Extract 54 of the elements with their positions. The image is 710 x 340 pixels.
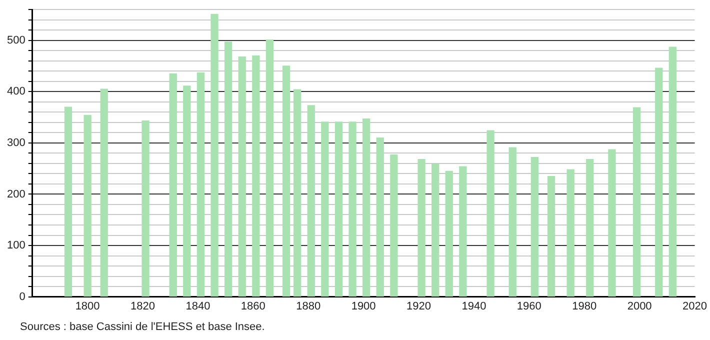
x-tick-label: 2020 [682,300,708,312]
x-tick-label: 1820 [130,300,155,312]
x-tick-label: 1920 [406,300,431,312]
bar [84,114,92,297]
bar [668,46,677,297]
bar [530,156,539,297]
x-tick-label: 1860 [240,300,266,312]
bar [655,68,663,297]
bar [64,106,72,297]
bar [142,120,150,297]
bar [282,66,290,297]
bar [307,105,315,297]
bar [252,55,260,297]
bar [547,176,556,297]
bar [100,88,108,297]
y-tick-label: 400 [6,86,26,98]
y-tick-label: 0 [19,290,26,303]
bar [293,89,302,297]
bar [266,40,274,297]
bar [376,137,384,297]
bar [431,164,440,297]
bar [348,122,356,297]
source-note: Sources : base Cassini de l'EHESS et base Insee. [20,321,265,333]
bar [445,170,453,297]
bar [334,122,343,297]
x-tick-label: 1980 [572,300,597,312]
bar [608,149,616,297]
bar [224,42,232,297]
bar [486,130,494,297]
bar [238,56,246,297]
x-tick-label: 1940 [462,300,486,312]
bar [566,169,574,297]
bar [196,72,205,297]
bar [210,14,218,297]
bar [183,86,191,297]
bar [390,154,398,297]
x-tick-label: 2000 [627,300,652,312]
y-tick-label: 100 [6,240,26,252]
bar [459,166,467,297]
bar [169,73,177,297]
bar [418,159,426,297]
x-tick-label: 1900 [351,300,376,312]
bar [362,118,370,297]
bar [508,147,516,297]
y-tick-label: 200 [6,188,26,200]
x-tick-label: 1960 [516,300,542,312]
x-tick-label: 1800 [75,300,100,312]
x-tick-label: 1840 [186,300,210,312]
bar [586,159,594,297]
bar [321,122,329,297]
x-tick-label: 1880 [296,300,321,312]
y-tick-label: 300 [6,136,26,149]
y-tick-label: 500 [6,34,26,46]
bar [632,107,641,297]
